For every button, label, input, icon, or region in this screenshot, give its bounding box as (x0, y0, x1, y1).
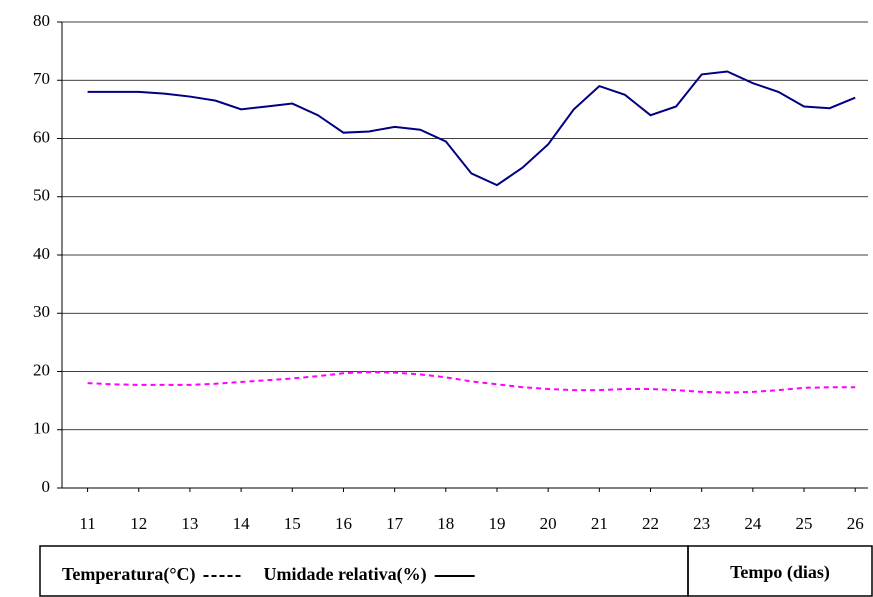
x-tick-label: 19 (488, 514, 505, 533)
y-tick-label: 60 (33, 127, 50, 146)
y-tick-label: 50 (33, 186, 50, 205)
x-tick-label: 21 (591, 514, 608, 533)
x-tick-label: 26 (847, 514, 864, 533)
y-tick-label: 70 (33, 69, 50, 88)
x-label-box (687, 545, 873, 597)
x-tick-label: 18 (437, 514, 454, 533)
x-tick-label: 13 (181, 514, 198, 533)
x-tick-label: 24 (744, 514, 762, 533)
x-tick-label: 23 (693, 514, 710, 533)
y-tick-label: 10 (33, 419, 50, 438)
x-tick-label: 20 (540, 514, 557, 533)
series-line (87, 70, 856, 187)
x-tick-label: 25 (796, 514, 813, 533)
legend-label: Temperatura(°C) (62, 564, 196, 585)
x-tick-label: 11 (79, 514, 95, 533)
x-tick-label: 14 (233, 514, 251, 533)
x-tick-label: 17 (386, 514, 404, 533)
series-line (87, 371, 856, 394)
legend-label: Umidade relativa(%) (264, 564, 427, 585)
x-tick-label: 16 (335, 514, 352, 533)
y-tick-label: 30 (33, 302, 50, 321)
y-tick-label: 40 (33, 244, 50, 263)
x-tick-label: 12 (130, 514, 147, 533)
y-tick-label: 80 (33, 11, 50, 30)
x-tick-label: 22 (642, 514, 659, 533)
y-tick-label: 20 (33, 360, 50, 379)
x-axis-label: Tempo (dias) (730, 562, 830, 583)
y-tick-label: 0 (42, 477, 51, 496)
x-tick-label: 15 (284, 514, 301, 533)
